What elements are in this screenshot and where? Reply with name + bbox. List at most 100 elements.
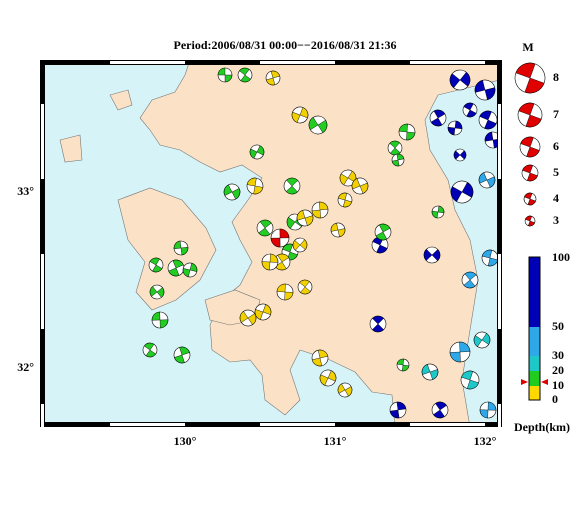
beach-ball [223,183,241,201]
beach-ball [449,69,471,91]
ball-quadrant [173,240,189,256]
ball-quadrant [389,401,407,419]
ball-quadrant [143,342,157,358]
beach-ball [473,331,491,349]
depth-title: Depth(km) [514,420,570,434]
ball-quadrant [479,401,497,419]
beach-ball [173,346,191,364]
ball-quadrant [524,192,536,206]
beach-ball [396,358,410,372]
depth-label: 30 [552,348,564,362]
ball-quadrant [351,178,369,194]
ball-quadrant [174,346,190,364]
beach-ball [311,201,329,219]
beach-ball [276,283,294,301]
x-label: 131° [324,434,347,448]
magnitude-label: 3 [553,213,559,227]
ball-quadrant [449,341,471,363]
beach-ball [524,215,536,227]
ball-quadrant [258,219,272,237]
ball-quadrant [515,62,545,94]
ball-quadrant [239,67,251,83]
beach-ball [142,342,158,358]
ball-quadrant [431,205,445,219]
ball-quadrant [398,123,416,141]
beach-ball [311,349,329,367]
beach-ball [265,70,281,86]
magnitude-label: 5 [553,165,559,179]
ball-quadrant [337,192,353,208]
ball-quadrant [447,120,463,136]
beach-ball [371,236,389,254]
ball-quadrant [261,253,279,271]
beach-ball [149,284,165,300]
beach-ball [337,192,353,208]
beach-ball [517,102,543,128]
ball-quadrant [270,228,290,248]
beach-ball [460,370,480,390]
ball-quadrant [296,210,314,226]
beach-ball [182,262,198,278]
beach-ball [369,315,387,333]
ball-quadrant [478,172,496,188]
depth-label: 0 [552,392,558,406]
beach-ball [308,115,328,135]
beach-ball [292,237,308,253]
beach-ball [330,222,346,238]
magnitude-title: M [522,40,533,54]
ball-quadrant [449,71,471,89]
ball-quadrant [461,370,479,390]
beach-ball [374,223,392,241]
ball-quadrant [522,164,538,182]
ball-quadrant [319,370,337,386]
beach-ball [447,120,463,136]
beach-ball [283,177,301,195]
beach-ball [523,192,537,206]
frame-dashes [41,61,502,427]
ball-quadrant [308,117,328,133]
ball-quadrant [276,283,294,301]
ball-quadrant [182,262,198,278]
ball-quadrant [168,259,184,277]
ball-quadrant [223,184,241,200]
depth-colorbar [521,256,548,401]
magnitude-label: 7 [553,107,559,121]
beach-ball [450,180,474,204]
ball-quadrant [520,136,540,158]
beach-ball [431,401,449,419]
ball-quadrant [330,222,346,238]
ball-quadrant [463,102,477,118]
ball-quadrant [473,333,491,347]
x-label: 132° [474,434,497,448]
ball-quadrant [375,223,391,241]
beach-ball [519,136,541,158]
magnitude-label: 4 [553,191,559,205]
beach-ball [173,240,189,256]
beach-ball [249,144,265,160]
ball-quadrant [299,279,311,295]
beach-ball [461,271,479,289]
ball-quadrant [430,109,446,127]
beach-ball [423,246,441,264]
depth-label: 100 [552,250,570,264]
ball-quadrant [266,70,280,86]
beach-ball [521,164,539,182]
ball-quadrant [217,67,233,83]
beach-ball [254,303,272,321]
ball-quadrant [311,201,329,219]
beach-ball [391,153,405,167]
beach-ball [478,110,498,130]
beach-ball [431,205,445,219]
beach-ball [429,109,447,127]
beach-ball [479,401,497,419]
mechanisms [142,67,502,419]
beach-ball [270,228,290,248]
beach-ball [148,257,164,273]
beach-ball [449,341,471,363]
beach-ball [478,171,496,189]
magnitude-label: 8 [553,70,559,84]
ball-quadrant [151,311,169,329]
ball-quadrant [391,153,405,167]
beach-ball [256,219,274,237]
beach-ball [151,311,169,329]
